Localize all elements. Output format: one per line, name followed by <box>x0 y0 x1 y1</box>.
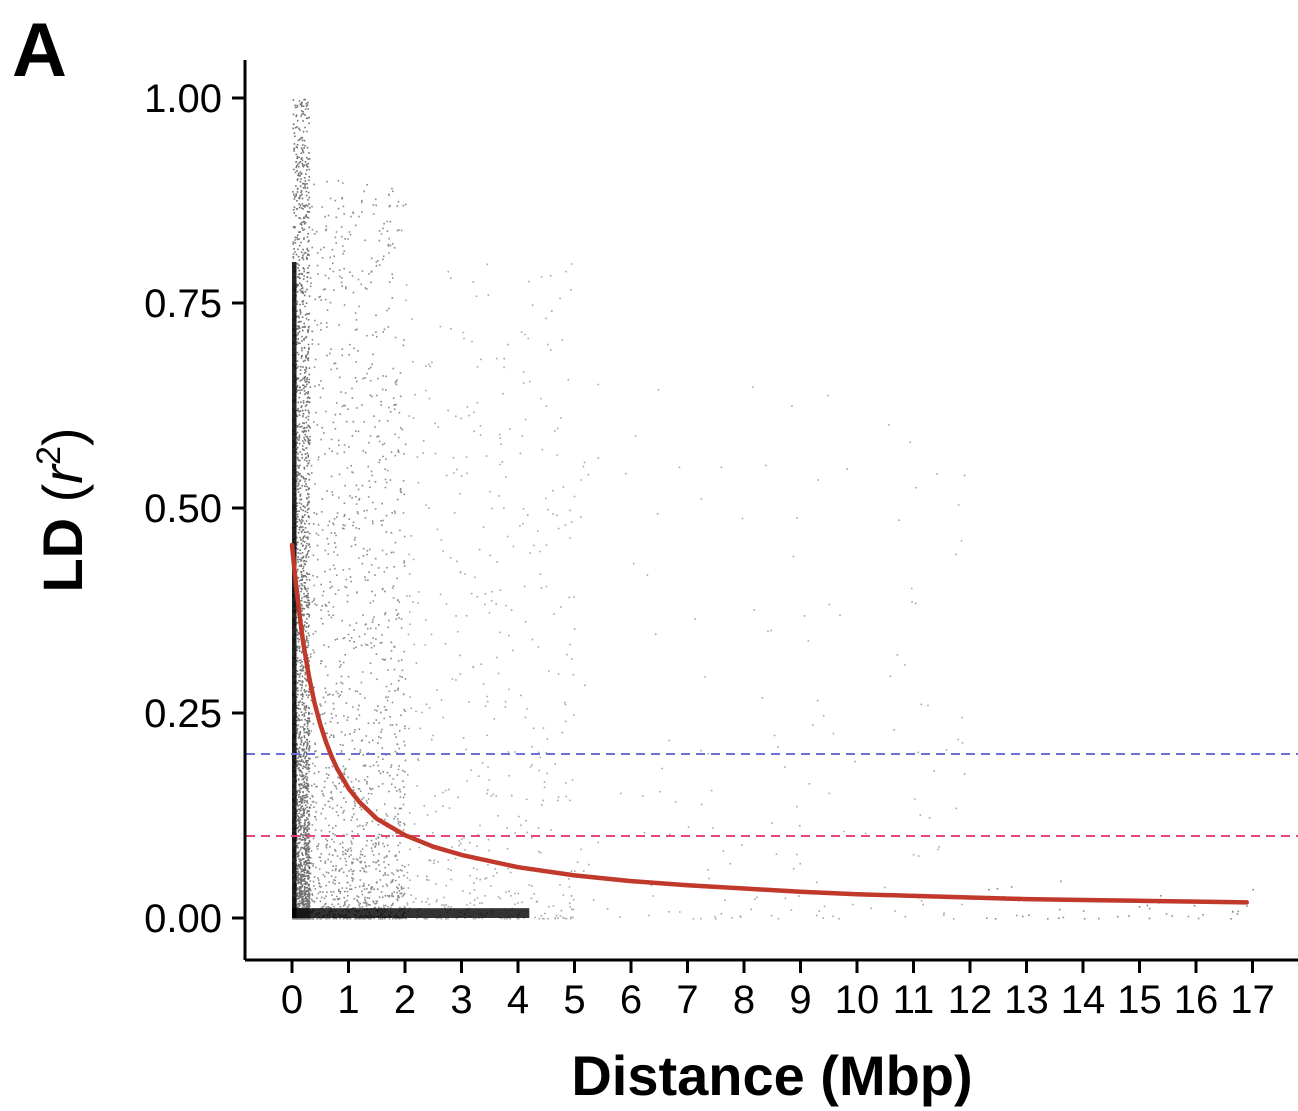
ld-decay-fit-curve <box>289 542 1250 905</box>
x-tick-label: 14 <box>1061 978 1106 1022</box>
x-axis-ticks: 0 1 2 3 4 5 6 7 8 9 10 11 12 13 14 15 16 17 <box>281 960 1275 1022</box>
y-axis-ticks: 0.00 0.25 0.50 0.75 1.00 <box>144 77 245 941</box>
x-tick-label: 3 <box>450 978 472 1022</box>
x-tick-label: 7 <box>676 978 698 1022</box>
y-tick-label: 0.25 <box>144 692 222 736</box>
y-tick-label: 0.75 <box>144 282 222 326</box>
x-tick-label: 5 <box>563 978 585 1022</box>
y-tick-label: 0.00 <box>144 897 222 941</box>
scatter-dense-band <box>292 908 530 918</box>
x-tick-label: 0 <box>281 978 303 1022</box>
y-axis-title: LD (r2) <box>30 427 94 592</box>
x-tick-label: 4 <box>507 978 529 1022</box>
x-tick-label: 9 <box>789 978 811 1022</box>
reference-lines <box>246 753 1298 837</box>
x-tick-label: 8 <box>733 978 755 1022</box>
y-axis-title-prefix: LD <box>31 518 94 593</box>
scatter-point-group <box>309 180 407 920</box>
scatter-dense-column <box>292 262 297 918</box>
y-tick-label: 1.00 <box>144 77 222 121</box>
y-axis-title-exponent: 2 <box>30 446 68 465</box>
x-tick-label: 15 <box>1117 978 1162 1022</box>
x-tick-label: 10 <box>835 978 880 1022</box>
y-axis-title-close-paren: ) <box>31 427 94 446</box>
x-tick-label: 1 <box>337 978 359 1022</box>
scatter-points <box>292 98 1254 920</box>
y-tick-label: 0.50 <box>144 487 222 531</box>
x-tick-label: 11 <box>893 978 935 1022</box>
x-tick-label: 12 <box>948 978 993 1022</box>
scatter-point-group <box>292 98 311 920</box>
x-tick-label: 6 <box>620 978 642 1022</box>
scatter-point-group <box>405 263 576 920</box>
x-tick-label: 2 <box>394 978 416 1022</box>
y-axis-title-variable: r <box>31 463 94 484</box>
x-tick-label: 16 <box>1174 978 1219 1022</box>
scatter-point-group <box>576 383 966 920</box>
y-axis-title-open-paren: ( <box>31 483 94 518</box>
x-tick-label: 13 <box>1004 978 1049 1022</box>
x-axis-title: Distance (Mbp) <box>571 1044 972 1107</box>
panel-label: A <box>12 8 67 93</box>
x-tick-label: 17 <box>1230 978 1275 1022</box>
